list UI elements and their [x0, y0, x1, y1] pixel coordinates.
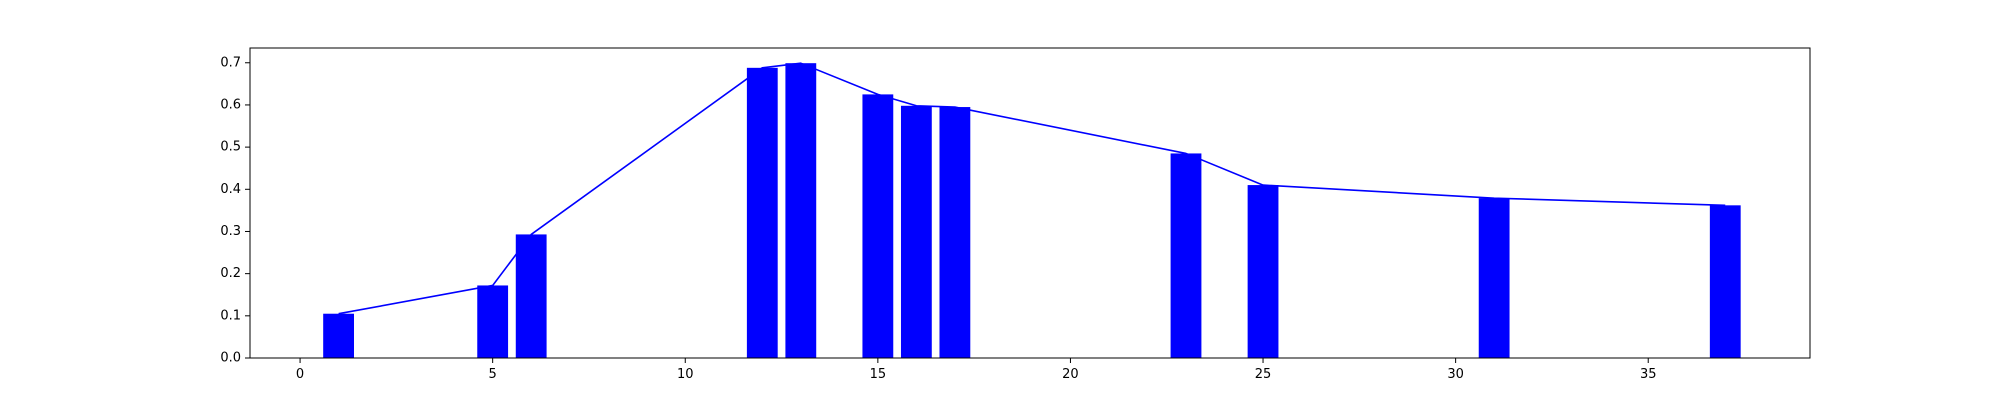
plot-area-frame	[249, 47, 1811, 359]
bar-5	[477, 285, 509, 358]
bar-25	[1247, 185, 1279, 358]
bar-13	[785, 63, 817, 358]
line-layer	[338, 62, 1726, 315]
y-tick-label-0.1: 0.1	[220, 308, 241, 323]
bar-16	[900, 105, 932, 358]
y-tick-label-0: 0.0	[220, 351, 241, 366]
x-tick-label-10: 10	[677, 367, 694, 382]
x-tick-label-5: 5	[489, 367, 497, 382]
bar-6	[515, 234, 547, 358]
bar-23	[1170, 153, 1202, 358]
x-tick-label-30: 30	[1447, 367, 1464, 382]
y-tick-label-0.2: 0.2	[220, 266, 241, 281]
x-tick-label-15: 15	[870, 367, 887, 382]
bar-31	[1478, 198, 1510, 358]
x-axis-ticks: 0 5 10 15 20 25 30 35	[296, 358, 1657, 382]
bar-15	[862, 94, 894, 358]
y-tick-label-0.5: 0.5	[220, 140, 241, 155]
bars-layer	[323, 63, 1741, 359]
bar-37	[1709, 205, 1741, 358]
series-line	[338, 62, 1726, 315]
x-tick-label-20: 20	[1062, 367, 1079, 382]
x-tick-label-0: 0	[296, 367, 304, 382]
bar-17	[939, 107, 971, 358]
y-tick-label-0.4: 0.4	[220, 182, 241, 197]
x-tick-label-35: 35	[1640, 367, 1657, 382]
bar-12	[746, 67, 778, 359]
x-tick-label-25: 25	[1255, 367, 1272, 382]
y-tick-label-0.3: 0.3	[220, 224, 241, 239]
bar-1	[323, 313, 354, 358]
y-tick-label-0.6: 0.6	[220, 97, 241, 112]
y-tick-label-0.7: 0.7	[220, 55, 241, 70]
y-axis-ticks: 0.0 0.1 0.2 0.3 0.4 0.5 0.6 0.7	[220, 55, 250, 366]
